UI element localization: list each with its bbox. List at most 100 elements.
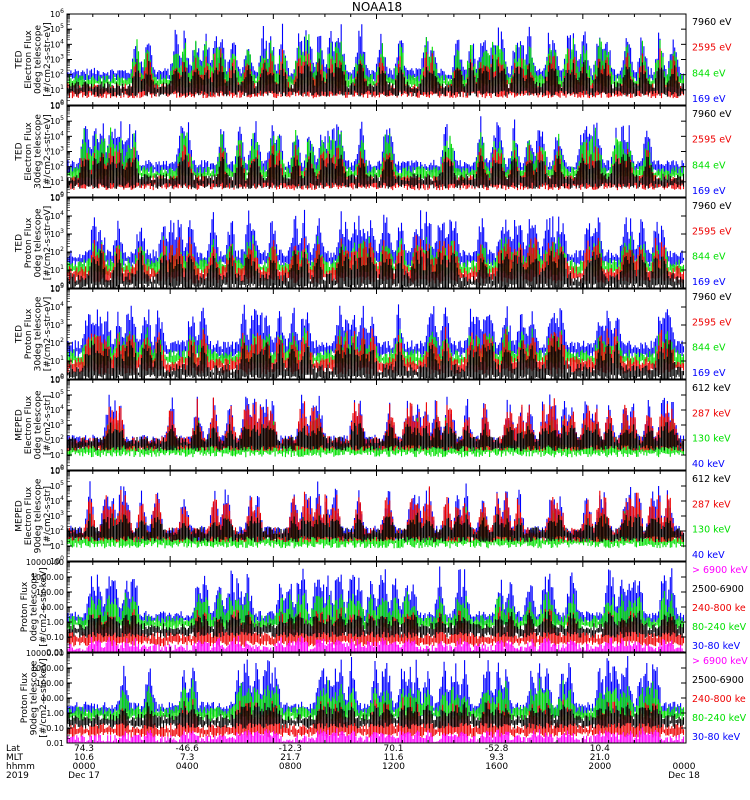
ytick-label: 105 — [50, 192, 64, 203]
ytick-label: 104 — [50, 404, 64, 415]
ylabel-line-3: [#/cm2-s-str-keV] — [39, 658, 49, 737]
legend-entry-3: 844 eV — [692, 68, 726, 79]
ylabel-line-4: [#/cm2-s-str] — [43, 486, 53, 546]
chart-panel-1: 100 101 102 103 104 105 106 TED Electron Flux 0de… — [15, 8, 733, 110]
legend-entry-4: 80-240 keV — [692, 713, 747, 724]
ytick-label: 101 — [50, 540, 64, 551]
ylabel-line-1: MEPED — [15, 409, 25, 441]
series-trace-1 — [67, 727, 685, 743]
ylabel-line-2: 0deg telescope — [30, 572, 40, 642]
ylabel-line-1: TED — [15, 234, 25, 253]
legend-entry-1: 7960 eV — [692, 109, 732, 120]
ylabel-line-3: 30deg telescope — [34, 296, 44, 371]
ytick-label: 100 — [50, 191, 64, 202]
ylabel-line-1: Proton Flux — [20, 672, 30, 723]
ytick-label: 100 — [50, 464, 64, 475]
ytick-label: 103 — [50, 319, 64, 330]
ylabel-line-2: 90deg telescope — [30, 660, 40, 735]
legend-entry-5: 30-80 keV — [692, 732, 741, 743]
footer-lat-1: 74.3 — [74, 744, 94, 754]
series-trace-4 — [67, 678, 685, 722]
footer-hhmm-6: 2000 — [588, 762, 611, 772]
ytick-label: 104 — [50, 495, 64, 506]
ytick-label: 103 — [50, 146, 64, 157]
ytick-label: 106 — [50, 8, 64, 19]
ytick-label: 102 — [50, 337, 64, 348]
series-trace-1 — [67, 246, 685, 288]
footer-hhmm-4: 1200 — [382, 762, 405, 772]
ytick-label: 0.10 — [46, 724, 64, 733]
ylabel-line-2: Electron Flux — [24, 486, 34, 545]
panel-1-traces — [67, 23, 685, 99]
legend-entry-1: 7960 eV — [692, 292, 732, 303]
legend-entry-4: 80-240 keV — [692, 622, 747, 633]
ylabel-line-2: Electron Flux — [24, 122, 34, 181]
legend-entry-3: 240-800 ke — [692, 603, 746, 614]
footer-hhmm-2: 0400 — [176, 762, 199, 772]
ytick-label: 1000.00 — [31, 573, 64, 582]
ytick-label: 104 — [50, 38, 64, 49]
ytick-label: 100 — [50, 373, 64, 384]
ytick-label: 102 — [50, 525, 64, 536]
footer-lat-4: 70.1 — [383, 744, 403, 754]
series-trace-2 — [67, 610, 685, 638]
ytick-label: 106 — [50, 100, 64, 111]
ytick-label: 101 — [50, 84, 64, 95]
ylabel-line-1: TED — [15, 50, 25, 69]
ytick-label: 100 — [50, 99, 64, 110]
footer-lat-5: -52.8 — [485, 744, 509, 754]
ytick-label: 100 — [50, 555, 64, 566]
ytick-label: 106 — [50, 374, 64, 385]
ytick-label: 102 — [50, 434, 64, 445]
ylabel-line-2: Electron Flux — [24, 395, 34, 454]
ytick-label: 102 — [50, 69, 64, 80]
ylabel-line-2: Proton Flux — [24, 308, 34, 359]
chart-panel-2: 100 101 102 103 104 105 106 TED Electron Flux 30d… — [15, 100, 733, 202]
series-trace-1 — [67, 512, 685, 543]
ylabel-line-3: [#/cm2-s-str-keV] — [39, 567, 49, 646]
series-trace-4 — [67, 591, 685, 631]
ytick-label: 100.00 — [36, 679, 64, 688]
ylabel-line-3: 30deg telescope — [34, 114, 44, 189]
ylabel-line-3: 0deg telescope — [34, 25, 44, 95]
ylabel-line-4: [#/cm2-s-str-eV] — [43, 206, 53, 281]
footer-mlt-5: 9.3 — [490, 753, 504, 763]
footer-row-label-year: 2019 — [6, 771, 29, 781]
panel-7-traces — [67, 566, 685, 652]
chart-title: NOAA18 — [352, 0, 402, 14]
footer-mlt-4: 11.6 — [383, 753, 403, 763]
panel-8-traces — [67, 656, 685, 743]
legend-entry-1: 612 keV — [692, 383, 731, 394]
legend-entry-2: 287 keV — [692, 499, 731, 510]
ytick-label: 0.10 — [46, 633, 64, 642]
panel-6-traces — [67, 481, 685, 549]
footer-mlt-2: 7.3 — [180, 753, 194, 763]
legend-entry-4: 169 eV — [692, 94, 726, 105]
ytick-label: 101 — [50, 355, 64, 366]
ytick-label: 101 — [50, 449, 64, 460]
panel-5-frame — [66, 379, 687, 471]
footer-mlt-6: 21.0 — [590, 753, 610, 763]
ytick-label: 102 — [50, 161, 64, 172]
footer-lat-6: 10.4 — [590, 744, 610, 754]
legend-entry-2: 2595 eV — [692, 226, 732, 237]
legend-entry-1: 7960 eV — [692, 17, 732, 28]
legend-entry-2: 2500-6900 — [692, 584, 744, 595]
ytick-label: 103 — [50, 54, 64, 65]
footer-row-label-mlt: MLT — [6, 753, 24, 763]
ylabel-line-4: [#/cm2-s-str-eV] — [43, 297, 53, 372]
legend-entry-1: 612 keV — [692, 474, 731, 485]
ytick-label: 105 — [50, 115, 64, 126]
ytick-label: 103 — [50, 419, 64, 430]
ytick-label: 102 — [50, 246, 64, 257]
ytick-label: 103 — [50, 510, 64, 521]
chart-panel-3: 100 101 102 103 104 105 TED Proton Flux 0deg tel… — [15, 192, 733, 293]
ytick-label: 106 — [50, 465, 64, 476]
ytick-label: 104 — [50, 301, 64, 312]
ylabel-line-3: 0deg telescope — [34, 390, 44, 460]
ylabel-line-4: [#/cm2-s-str-eV] — [43, 114, 53, 189]
legend-entry-1: > 6900 keV — [692, 656, 748, 667]
legend-entry-3: 844 eV — [692, 160, 726, 171]
ylabel-line-4: [#/cm2-s-str] — [43, 395, 53, 455]
